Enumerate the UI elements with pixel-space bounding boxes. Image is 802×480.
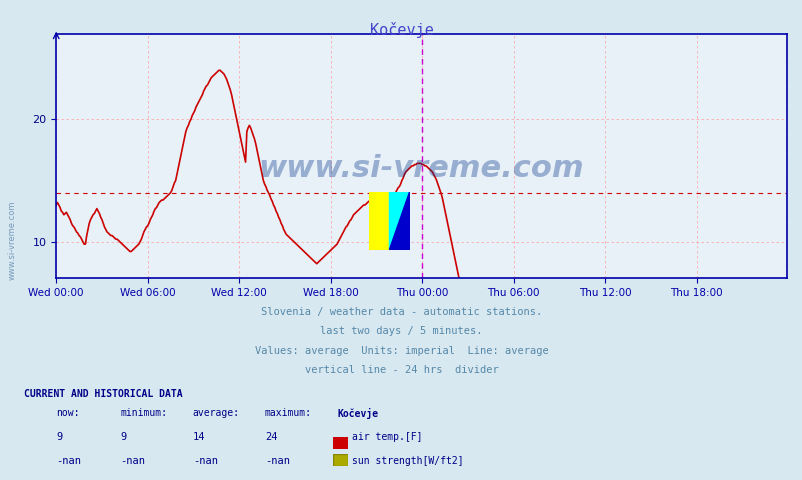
Text: Kočevje: Kočevje xyxy=(337,408,378,419)
Text: 14: 14 xyxy=(192,432,205,442)
Text: now:: now: xyxy=(56,408,79,418)
Text: 9: 9 xyxy=(120,432,127,442)
Text: Kočevje: Kočevje xyxy=(369,22,433,37)
Text: www.si-vreme.com: www.si-vreme.com xyxy=(258,154,584,183)
Text: Values: average  Units: imperial  Line: average: Values: average Units: imperial Line: av… xyxy=(254,346,548,356)
Polygon shape xyxy=(389,192,409,250)
Text: sun strength[W/ft2]: sun strength[W/ft2] xyxy=(351,456,463,466)
Bar xyxy=(369,192,389,250)
Text: -nan: -nan xyxy=(192,456,217,466)
Text: average:: average: xyxy=(192,408,240,418)
Text: -nan: -nan xyxy=(56,456,81,466)
Text: vertical line - 24 hrs  divider: vertical line - 24 hrs divider xyxy=(304,365,498,375)
Text: 24: 24 xyxy=(265,432,277,442)
Text: -nan: -nan xyxy=(265,456,290,466)
Text: last two days / 5 minutes.: last two days / 5 minutes. xyxy=(320,326,482,336)
Text: minimum:: minimum: xyxy=(120,408,168,418)
Text: Slovenia / weather data - automatic stations.: Slovenia / weather data - automatic stat… xyxy=(261,307,541,317)
Text: www.si-vreme.com: www.si-vreme.com xyxy=(8,200,17,280)
Text: maximum:: maximum: xyxy=(265,408,312,418)
Text: air temp.[F]: air temp.[F] xyxy=(351,432,422,442)
Polygon shape xyxy=(389,192,409,250)
Text: CURRENT AND HISTORICAL DATA: CURRENT AND HISTORICAL DATA xyxy=(24,389,183,399)
Text: -nan: -nan xyxy=(120,456,145,466)
Text: 9: 9 xyxy=(56,432,63,442)
